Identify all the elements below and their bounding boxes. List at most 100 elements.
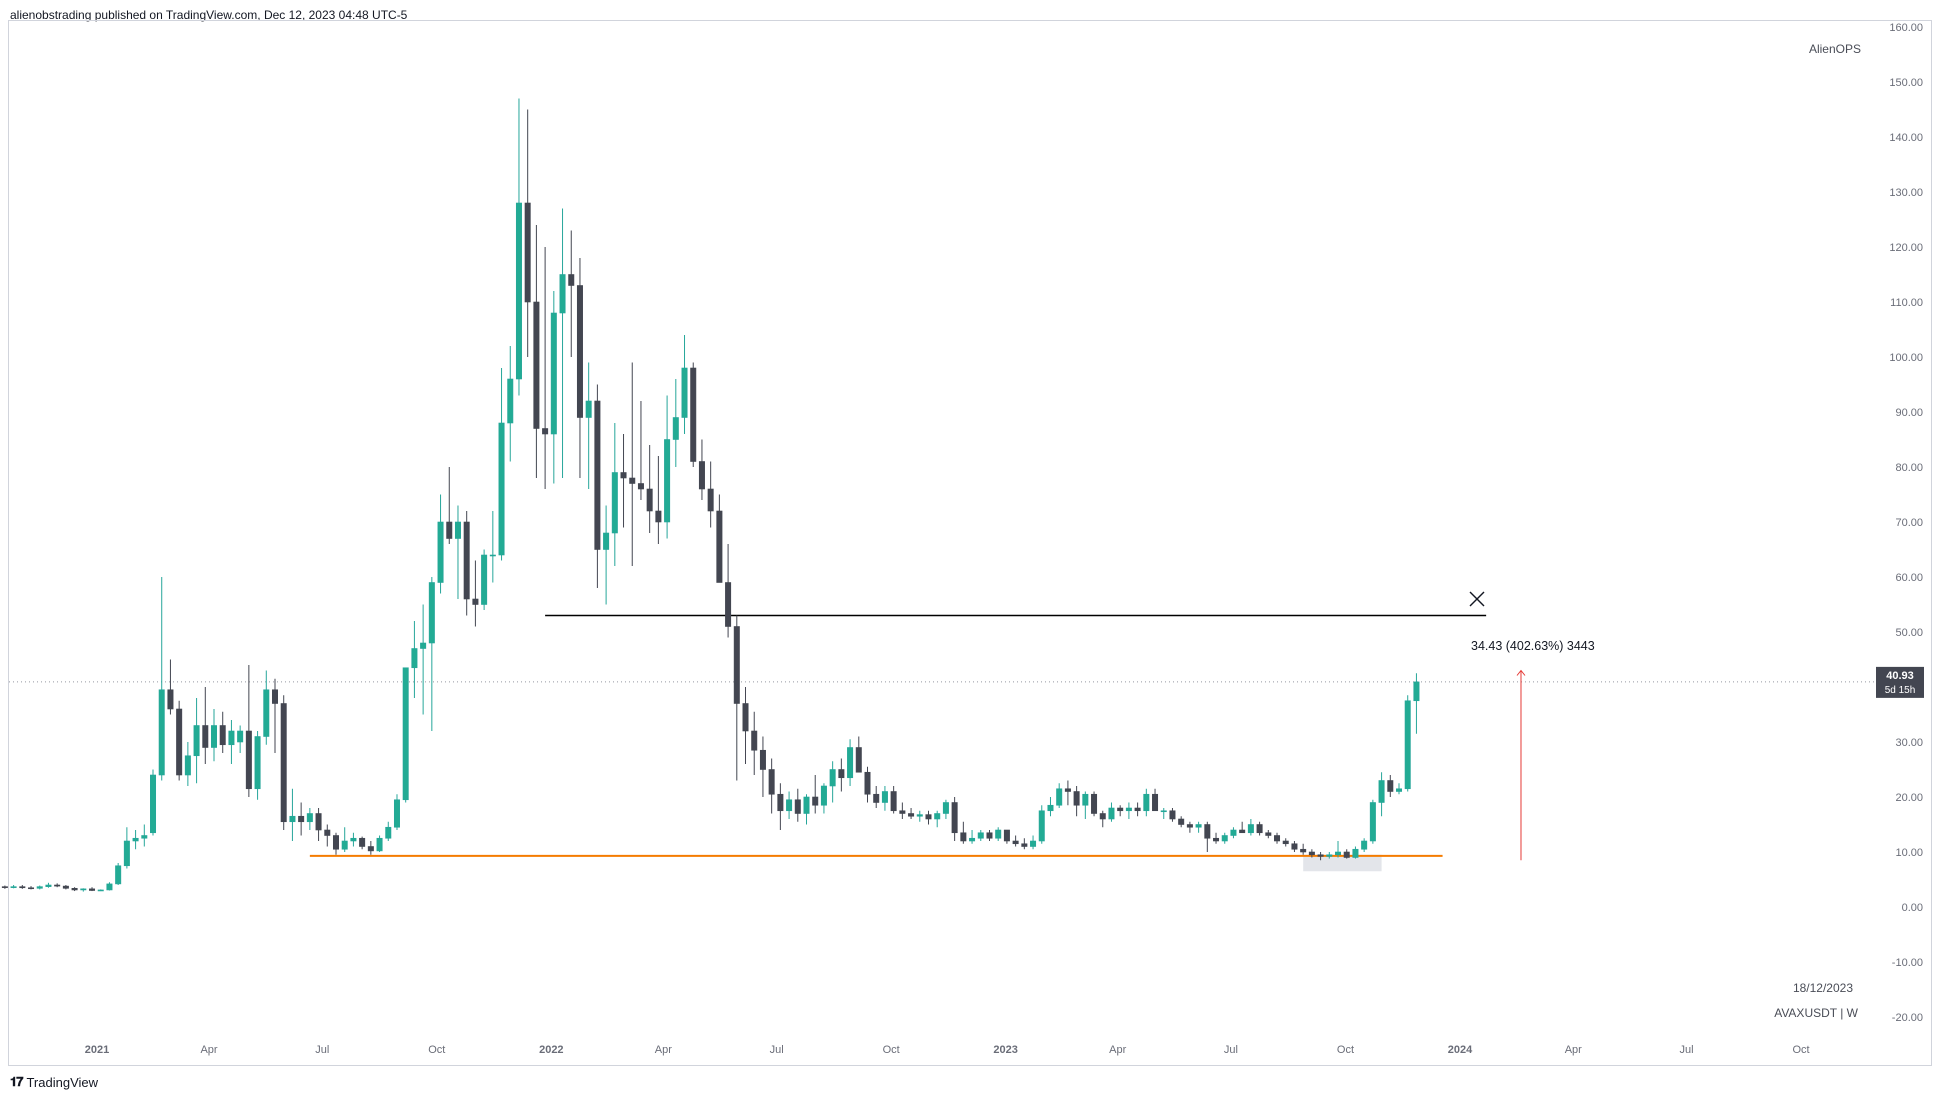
candle — [995, 827, 1002, 841]
candle — [855, 736, 862, 773]
candle-body — [45, 884, 52, 887]
candle-body — [1282, 840, 1289, 845]
candle — [751, 711, 758, 775]
price-axis: 160.00 150.00 140.00 130.00 120.00 110.00 100.… — [1889, 22, 1923, 1024]
tradingview-brand[interactable]: 𝟏𝟕 TradingView — [10, 1074, 98, 1090]
x-tick-label: Apr — [1565, 1044, 1582, 1056]
candle — [1073, 786, 1080, 817]
candle — [158, 577, 165, 781]
candle-body — [228, 730, 235, 746]
candle — [1247, 819, 1254, 836]
candle — [969, 830, 976, 844]
y-tick-label: 70.00 — [1895, 517, 1923, 529]
candle — [446, 467, 453, 544]
candle — [1160, 808, 1167, 819]
candle-body — [80, 888, 87, 891]
candle — [1352, 846, 1359, 859]
candle-body — [19, 886, 26, 889]
candle-body — [176, 708, 183, 776]
candle — [454, 505, 461, 599]
candle-body — [829, 769, 836, 787]
candle-body — [1361, 840, 1368, 850]
candle — [881, 786, 888, 811]
candle — [1030, 835, 1037, 850]
candle — [89, 887, 96, 892]
candle-body — [202, 725, 209, 748]
tradingview-logo-icon: 𝟏𝟕 — [10, 1074, 24, 1089]
candle — [306, 808, 313, 830]
candle — [481, 549, 488, 610]
candle-body — [1099, 813, 1106, 820]
price-range-arrowhead — [1516, 669, 1526, 676]
candle-body — [254, 736, 261, 790]
candle-body — [193, 725, 200, 757]
candle — [315, 808, 322, 841]
candle-body — [1213, 837, 1220, 842]
candle-body — [359, 837, 366, 847]
candle-body — [576, 285, 583, 418]
candle — [733, 615, 740, 781]
candle-body — [585, 400, 592, 418]
candle — [864, 766, 871, 803]
candle — [1213, 832, 1220, 844]
x-tick-label: 2022 — [539, 1044, 563, 1056]
candle — [228, 720, 235, 764]
candle — [10, 885, 17, 889]
bar-countdown: 5d 15h — [1885, 685, 1916, 696]
candle — [498, 368, 505, 561]
candle-body — [298, 815, 305, 823]
x-tick-label: Oct — [1337, 1044, 1354, 1056]
candle — [36, 885, 43, 890]
candle-body — [847, 747, 854, 779]
candle-body — [1378, 780, 1385, 803]
y-tick-label: 50.00 — [1895, 627, 1923, 639]
candle — [742, 687, 749, 764]
x-tick-label: Apr — [655, 1044, 672, 1056]
legend-symbol: AVAXUSDT | W — [1774, 1006, 1858, 1020]
candle-body — [263, 689, 270, 737]
candle-body — [1369, 802, 1376, 842]
candle-body — [820, 785, 827, 806]
x-tick-label: Jul — [770, 1044, 784, 1056]
y-tick-label: -10.00 — [1892, 957, 1923, 969]
x-tick-label: Apr — [1109, 1044, 1126, 1056]
candle — [568, 230, 575, 357]
candle-body — [1326, 854, 1333, 857]
candle — [115, 863, 122, 885]
candle — [1099, 810, 1106, 828]
candle-body — [271, 689, 279, 704]
candle-body — [960, 832, 967, 842]
candle — [1082, 791, 1089, 819]
candle — [1274, 832, 1281, 844]
candle-body — [1160, 810, 1167, 813]
chart-frame[interactable] — [8, 20, 1932, 1066]
candle — [672, 379, 679, 467]
candle-body — [245, 730, 252, 790]
candle-body — [1056, 788, 1063, 806]
close-drawing-icon[interactable] — [1469, 591, 1485, 607]
candle — [359, 836, 366, 850]
candle — [507, 346, 514, 462]
candle-body — [934, 813, 941, 820]
x-tick-label: 2024 — [1448, 1044, 1473, 1056]
candle-body — [1030, 840, 1037, 847]
candle — [594, 384, 601, 588]
candle — [367, 841, 374, 855]
candle — [402, 667, 409, 803]
candle — [298, 802, 305, 836]
candle — [768, 758, 775, 814]
candle-body — [768, 769, 775, 795]
candle — [873, 786, 880, 808]
candle — [202, 687, 209, 764]
candle-body — [725, 582, 732, 627]
candle-body — [1117, 807, 1124, 812]
candle-body — [411, 648, 418, 669]
candle — [1204, 821, 1211, 852]
candle-body — [794, 799, 801, 814]
candle — [1125, 802, 1132, 819]
brand-name: TradingView — [26, 1074, 99, 1090]
candle — [420, 604, 427, 715]
candle — [1021, 838, 1028, 850]
candle-body — [237, 730, 244, 743]
